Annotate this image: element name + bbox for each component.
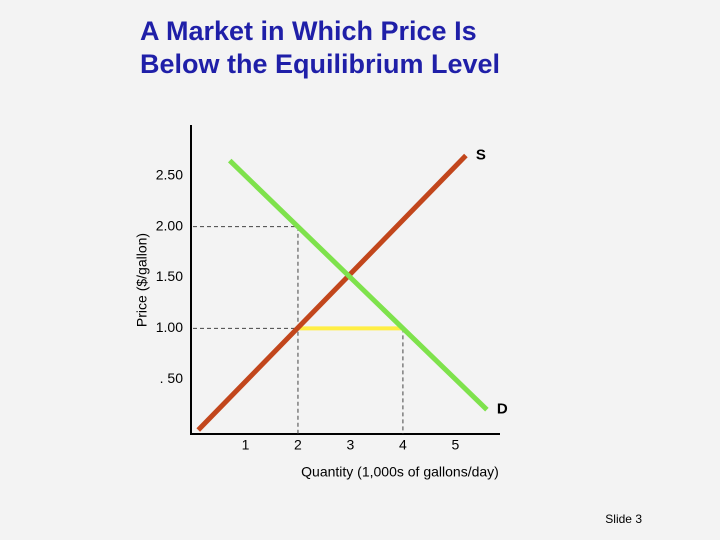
title-line: Below the Equilibrium Level: [140, 49, 500, 79]
y-tick-label: . 50: [160, 370, 184, 386]
x-tick-label: 5: [451, 437, 459, 453]
x-tick-label: 2: [294, 437, 302, 453]
curve-label: D: [497, 401, 508, 418]
footer: Slide 3: [605, 512, 642, 526]
y-axis-label: Price ($/gallon): [134, 233, 150, 327]
curve-label: S: [476, 146, 486, 163]
x-tick-label: 1: [242, 437, 250, 453]
y-tick-label: 2.00: [156, 217, 183, 233]
guide-line: [193, 226, 299, 434]
title-line: A Market in Which Price Is: [140, 16, 477, 46]
x-tick-label: 3: [347, 437, 355, 453]
x-axis-label: Quantity (1,000s of gallons/day): [301, 464, 499, 480]
curve: [227, 158, 489, 412]
x-tick-label: 4: [399, 437, 407, 453]
y-tick-label: 1.00: [156, 319, 183, 335]
curve: [196, 153, 468, 432]
guide-line: [193, 327, 404, 434]
y-tick-label: 2.50: [156, 167, 183, 183]
y-tick-label: 1.50: [156, 268, 183, 284]
